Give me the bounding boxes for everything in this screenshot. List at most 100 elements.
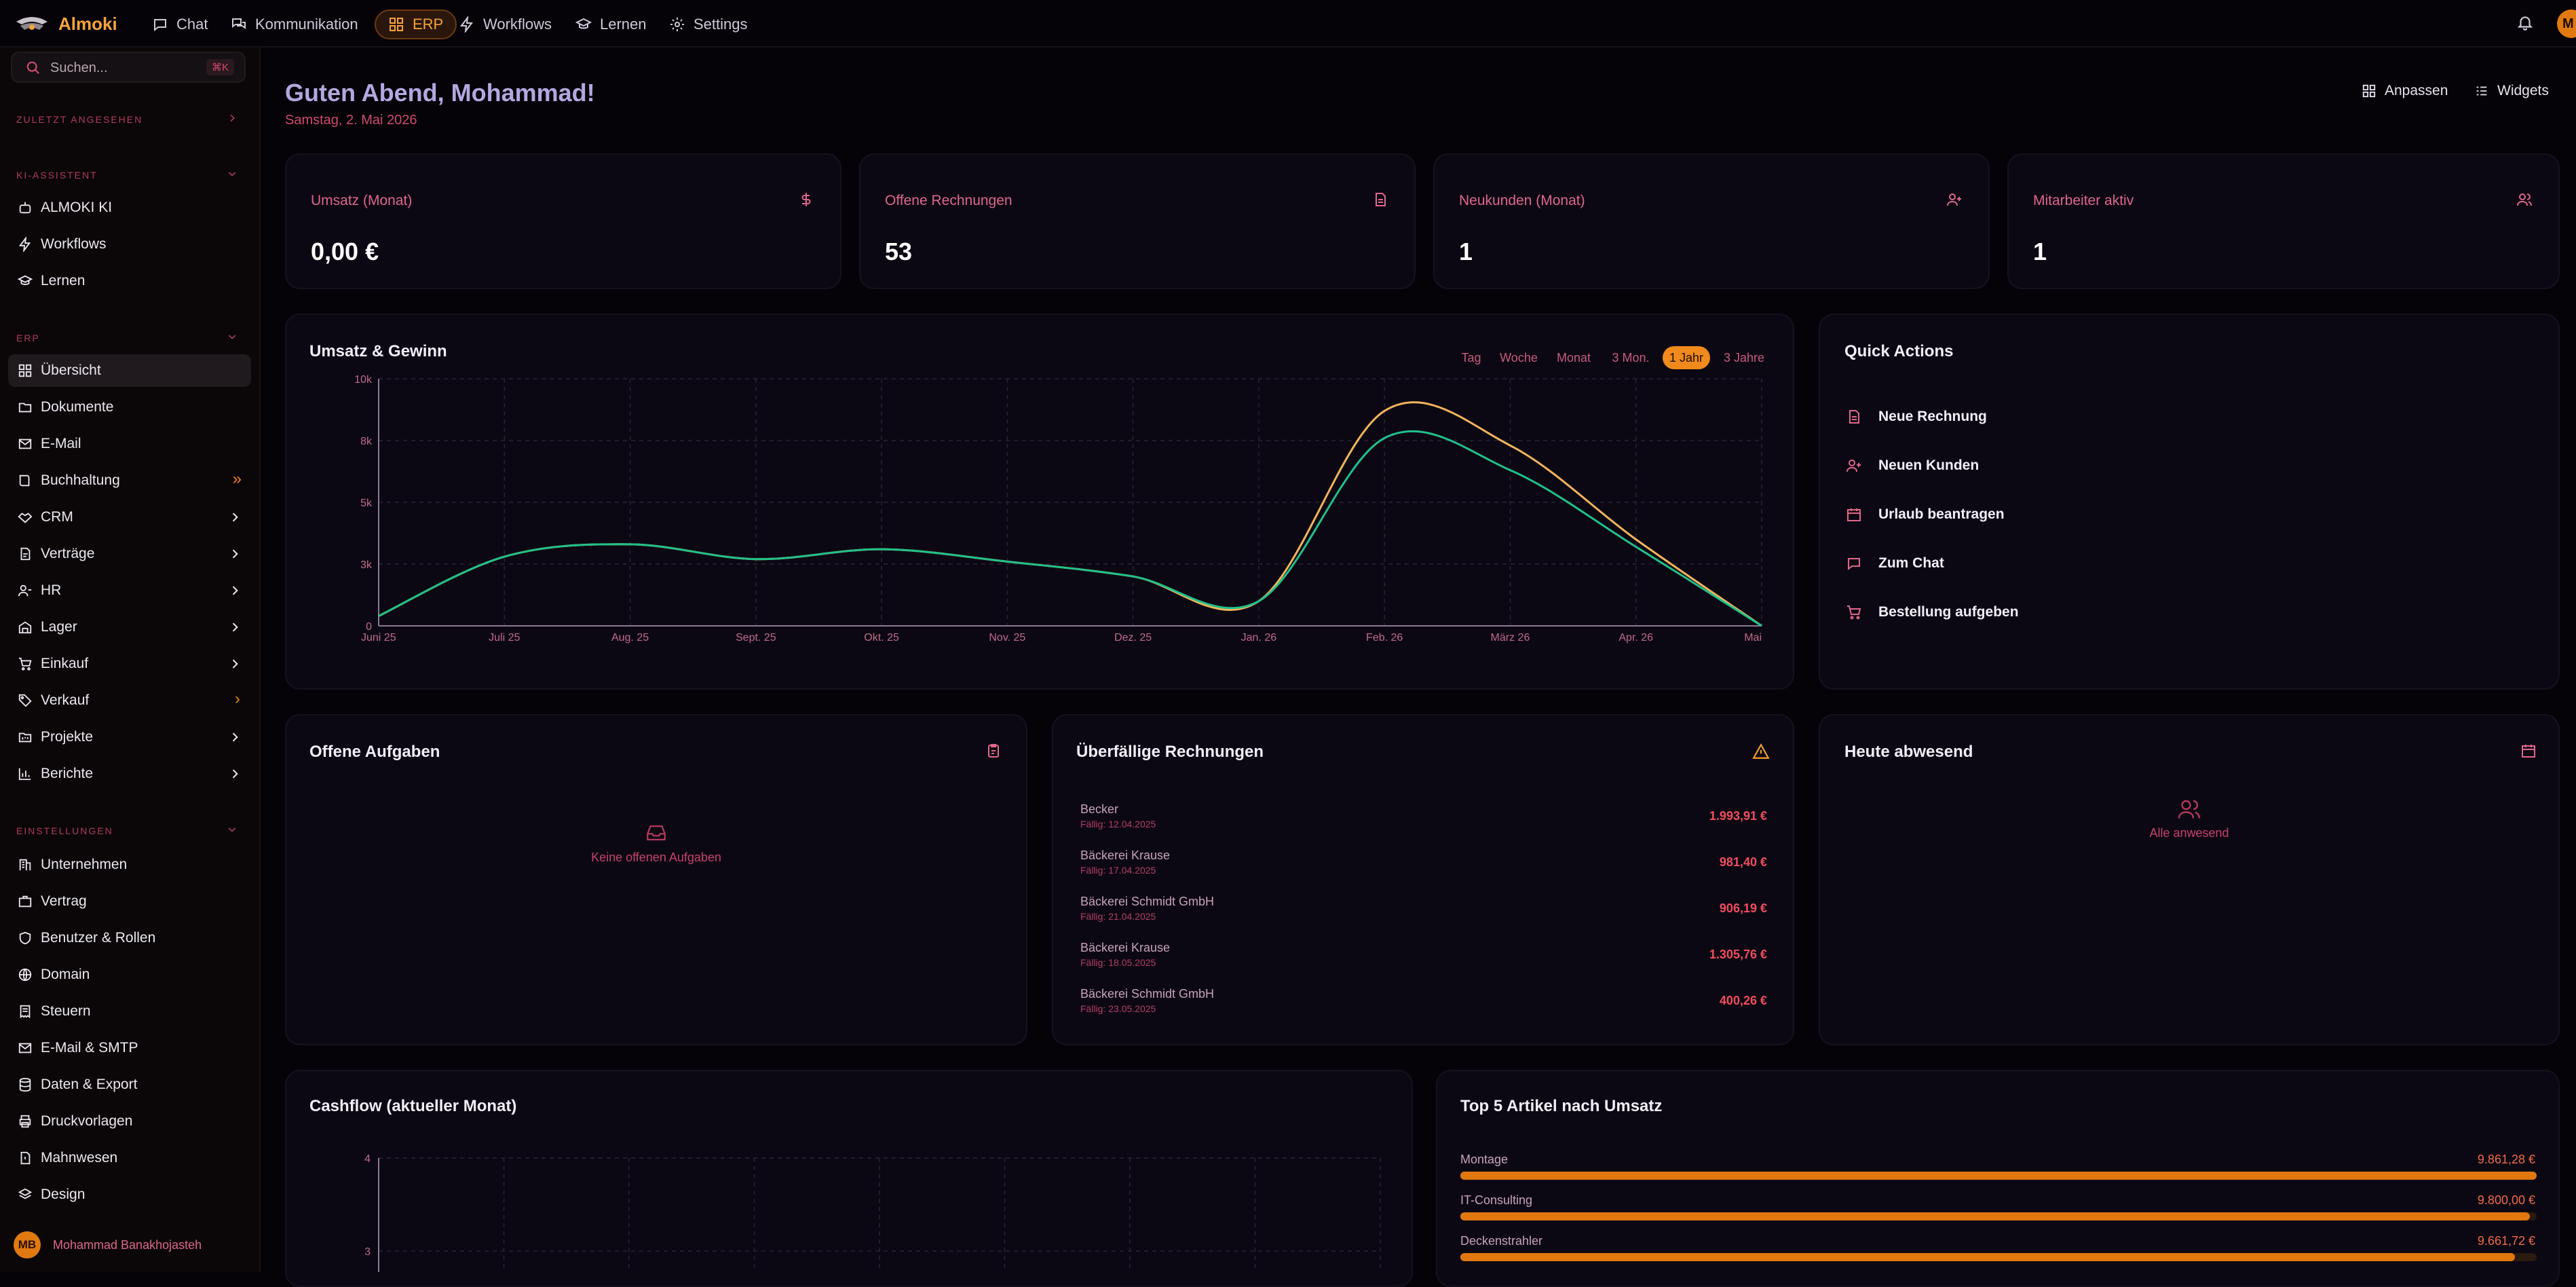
sidebar-item-vertraege[interactable]: Verträge (8, 538, 251, 570)
sidebar-item-hr[interactable]: HR (8, 574, 251, 607)
sidebar-item-email-smtp[interactable]: E-Mail & SMTP (8, 1032, 251, 1064)
section-erp[interactable]: ERP (16, 333, 40, 343)
chevron-right-icon (232, 586, 238, 595)
dollar-icon (801, 193, 811, 206)
sidebar-item-label: Verträge (41, 546, 95, 561)
graduation-icon (575, 18, 592, 29)
section-ai[interactable]: KI-ASSISTENT (16, 170, 98, 181)
list-icon (2476, 86, 2487, 96)
sidebar-item-vertrag[interactable]: Vertrag (8, 885, 251, 918)
quick-action-neue-rechnung[interactable]: Neue Rechnung (1846, 405, 1987, 429)
sidebar-item-uebersicht[interactable]: Übersicht (8, 354, 251, 387)
book-icon (19, 474, 30, 487)
section-recent[interactable]: ZULETZT ANGESEHEN (16, 114, 244, 125)
sidebar-item-almoki-ki[interactable]: ALMOKI KI (8, 191, 251, 224)
collapse-badge[interactable]: › (235, 690, 240, 708)
article-bar-fill (1460, 1172, 2537, 1180)
sidebar-item-label: Druckvorlagen (41, 1113, 133, 1129)
collapse-badge[interactable]: » (232, 470, 242, 488)
user-avatar-top[interactable]: M (2557, 10, 2576, 38)
open-tasks-title: Offene Aufgaben (309, 743, 440, 761)
sidebar-item-label: Buchhaltung (41, 472, 120, 488)
customize-button[interactable]: Anpassen (2352, 76, 2457, 106)
quick-action-neuen-kunden[interactable]: Neuen Kunden (1846, 453, 1979, 478)
section-settings[interactable]: EINSTELLUNGEN (16, 825, 113, 836)
sidebar-item-lernen[interactable]: Lernen (8, 265, 251, 297)
database-icon (19, 1077, 31, 1092)
x-tick-label: Apr. 26 (1618, 632, 1653, 644)
sidebar-item-mahnwesen[interactable]: Mahnwesen (8, 1142, 251, 1174)
sidebar-item-lager[interactable]: Lager (8, 611, 251, 644)
nav-settings[interactable]: Settings (669, 10, 748, 39)
sidebar-item-crm[interactable]: CRM (8, 501, 251, 534)
building-icon (19, 859, 31, 871)
sidebar-search[interactable]: Suchen... ⌘K (11, 52, 246, 83)
sidebar-item-steuern[interactable]: Steuern (8, 995, 251, 1028)
range-tag[interactable]: Tag (1461, 351, 1481, 365)
grid-icon (2362, 84, 2376, 98)
sidebar-item-daten-export[interactable]: Daten & Export (8, 1068, 251, 1101)
quick-action-bestellung[interactable]: Bestellung aufgeben (1846, 600, 2019, 624)
app-name: Almoki (58, 13, 117, 34)
quick-action-zum-chat[interactable]: Zum Chat (1846, 551, 1944, 576)
sidebar-item-email[interactable]: E-Mail (8, 428, 251, 460)
printer-icon (19, 1115, 31, 1128)
user-plus-icon (1846, 460, 1861, 472)
sidebar-item-domain[interactable]: Domain (8, 958, 251, 991)
sidebar-item-berichte[interactable]: Berichte (8, 758, 251, 790)
sidebar-user[interactable]: MB Mohammad Banakhojasteh (14, 1231, 202, 1258)
folder-kanban-icon (18, 732, 32, 743)
sidebar-item-design[interactable]: Design (8, 1178, 251, 1211)
quick-action-urlaub[interactable]: Urlaub beantragen (1846, 502, 2005, 527)
folder-icon (18, 403, 32, 413)
bell-icon[interactable] (2516, 14, 2534, 31)
calendar-icon (2522, 745, 2535, 758)
sidebar-item-dokumente[interactable]: Dokumente (8, 391, 251, 424)
user-name: Mohammad Banakhojasteh (53, 1237, 202, 1252)
sidebar-item-workflows[interactable]: Workflows (8, 228, 251, 261)
chevron-down-icon[interactable] (227, 331, 238, 342)
x-tick-label: Dez. 25 (1114, 632, 1152, 644)
nav-chat[interactable]: Chat (152, 10, 208, 39)
kpi-value: 0,00 € (311, 238, 379, 265)
app-logo[interactable]: Almoki (15, 11, 117, 37)
nav-erp[interactable]: ERP (375, 10, 457, 39)
range-monat[interactable]: Monat (1556, 351, 1591, 365)
sidebar-item-label: Mahnwesen (41, 1150, 118, 1165)
sidebar-item-buchhaltung[interactable]: Buchhaltung » (8, 464, 251, 497)
kpi-label: Neukunden (Monat) (1459, 193, 1585, 208)
calendar-icon (1847, 508, 1861, 521)
absent-today-title: Heute abwesend (1844, 743, 1973, 761)
bolt-icon (18, 237, 31, 252)
widgets-button[interactable]: Widgets (2465, 76, 2558, 106)
chevron-right-icon (232, 732, 238, 742)
invoice-customer: Becker (1080, 802, 1119, 816)
chevron-down-icon[interactable] (227, 824, 238, 835)
range-3-jahre[interactable]: 3 Jahre (1723, 351, 1765, 365)
graduation-icon (18, 275, 33, 285)
article-value: 9.800,00 € (2477, 1193, 2535, 1207)
section-label: EINSTELLUNGEN (16, 825, 113, 836)
nav-kommunikation[interactable]: Kommunikation (231, 10, 358, 39)
invoice-due-date: Fällig: 18.05.2025 (1080, 957, 1156, 968)
sidebar-item-druckvorlagen[interactable]: Druckvorlagen (8, 1105, 251, 1138)
sidebar-item-label: Daten & Export (41, 1077, 138, 1092)
search-input[interactable]: Suchen... (50, 60, 108, 75)
range-1-jahr[interactable]: 1 Jahr (1663, 346, 1710, 369)
y-tick-label: 4 (364, 1153, 371, 1165)
sidebar-item-verkauf[interactable]: Verkauf › (8, 684, 251, 717)
sidebar-item-label: Workflows (41, 236, 107, 252)
range-woche[interactable]: Woche (1500, 351, 1538, 365)
sidebar-item-unternehmen[interactable]: Unternehmen (8, 848, 251, 881)
sidebar-item-einkauf[interactable]: Einkauf (8, 648, 251, 680)
nav-workflows[interactable]: Workflows (459, 10, 552, 39)
sidebar-item-benutzer-rollen[interactable]: Benutzer & Rollen (8, 922, 251, 954)
range-3-mon[interactable]: 3 Mon. (1612, 351, 1650, 365)
kpi-card-mitarbeiter: Mitarbeiter aktiv 1 (2007, 153, 2560, 289)
kpi-card-neukunden: Neukunden (Monat) 1 (1433, 153, 1990, 289)
chevron-right-icon[interactable] (227, 113, 238, 124)
section-label: ERP (16, 333, 40, 343)
nav-lernen[interactable]: Lernen (575, 10, 647, 39)
chevron-down-icon[interactable] (227, 168, 238, 179)
sidebar-item-projekte[interactable]: Projekte (8, 721, 251, 753)
